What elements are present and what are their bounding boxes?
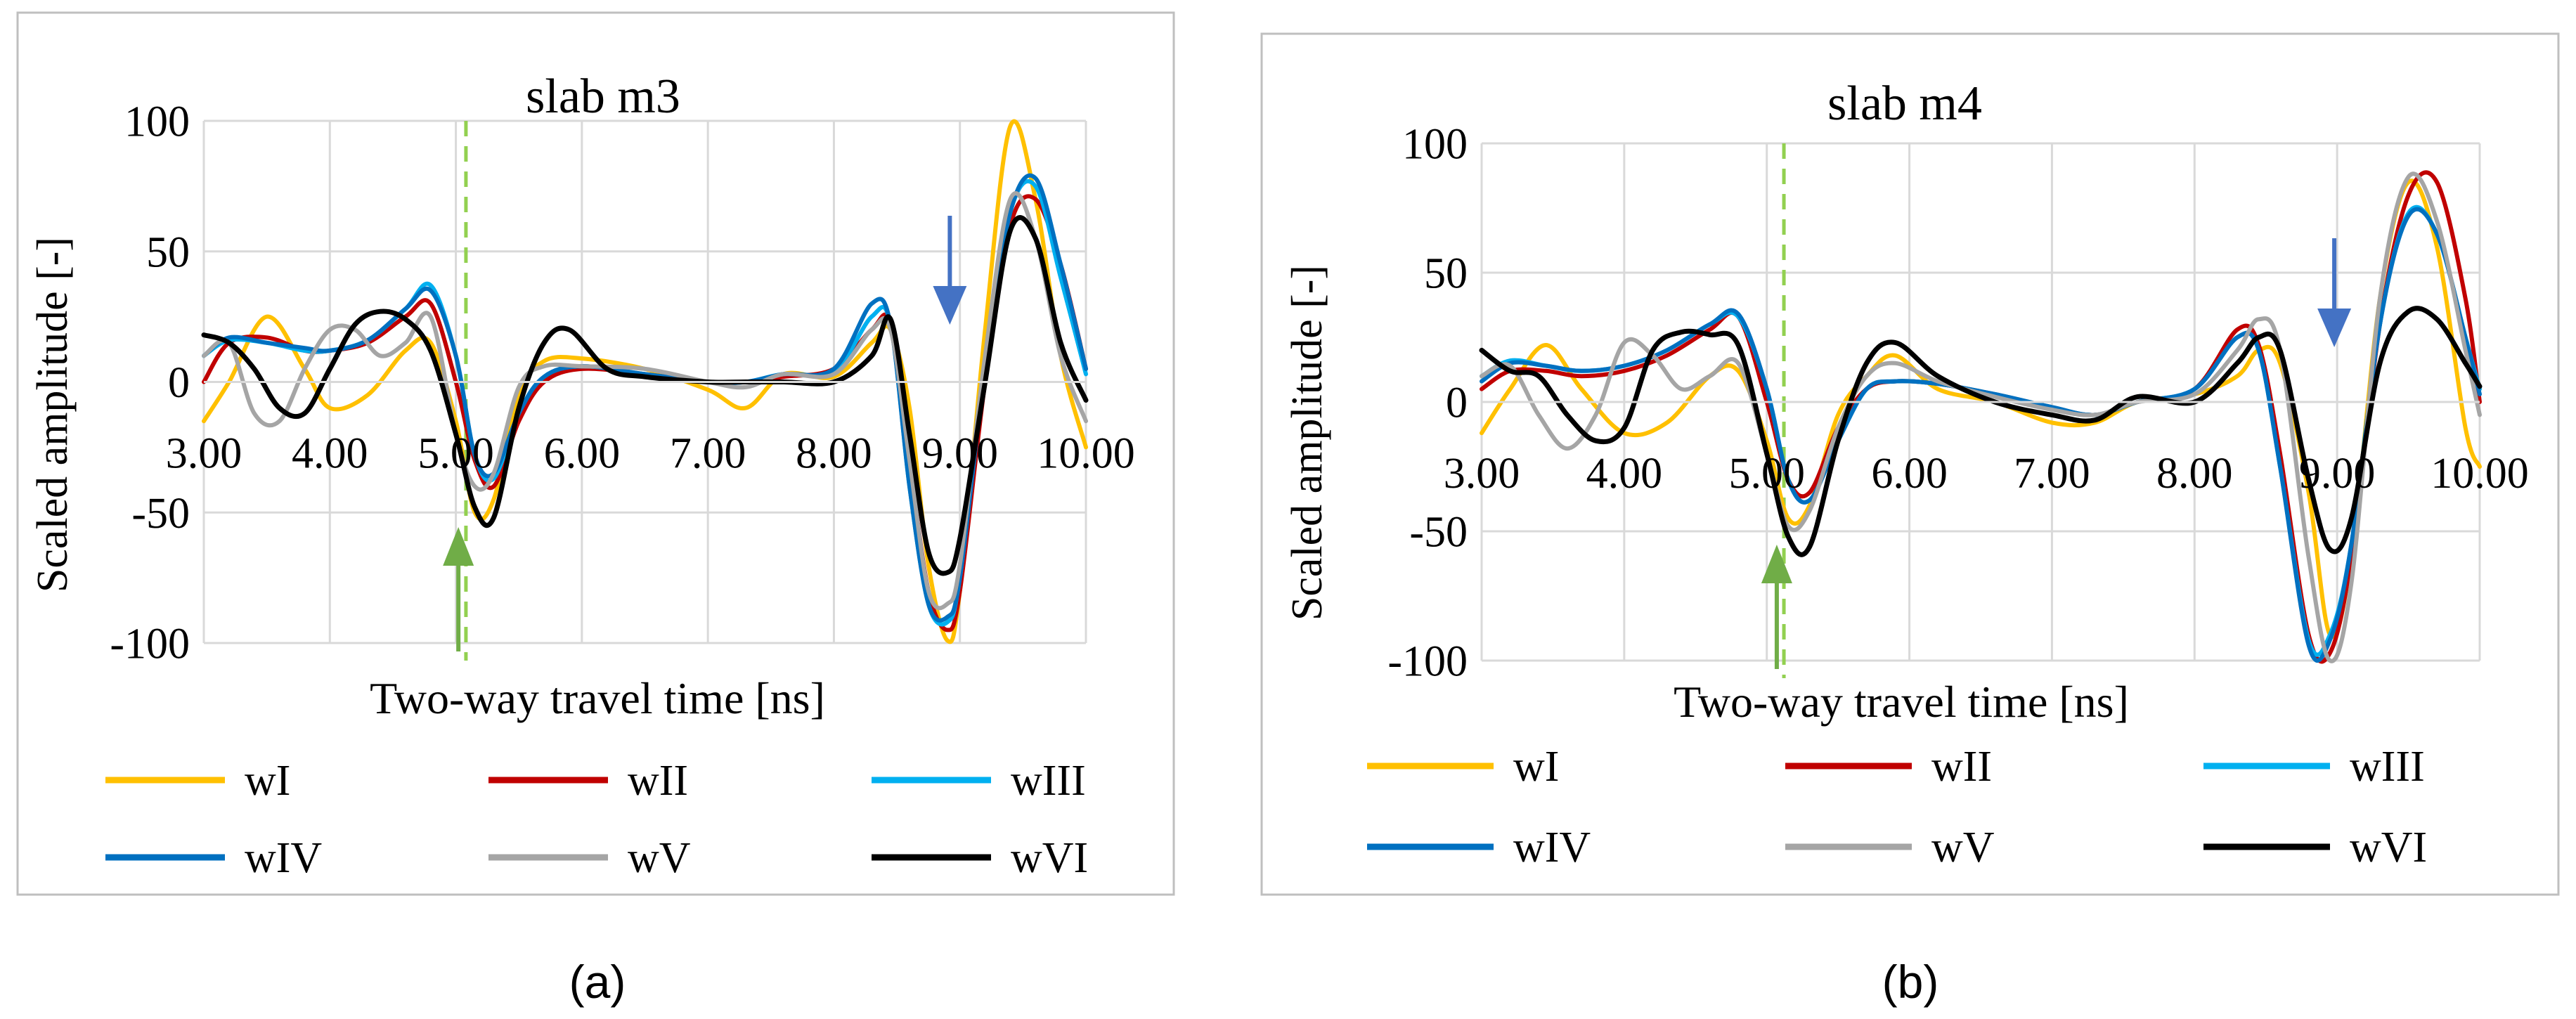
- x-tick-labels: 3.00 4.00 5.00 6.00 7.00 8.00 9.00 10.00: [1444, 450, 2529, 498]
- y-tick-label: 50: [1424, 250, 1468, 298]
- y-tick-label: 0: [168, 359, 190, 407]
- y-axis-label: Scaled amplitude [-]: [29, 237, 77, 592]
- legend-label: wV: [628, 834, 691, 882]
- chart-title: slab m3: [526, 70, 680, 124]
- y-axis-label: Scaled amplitude [-]: [1283, 265, 1331, 621]
- arrows: [443, 216, 967, 651]
- x-tick-label: 7.00: [670, 430, 746, 478]
- legend-label: wI: [245, 757, 290, 805]
- down-arrow-head: [933, 286, 967, 325]
- y-tick-label: 0: [1446, 379, 1468, 427]
- legend-label: wIII: [1011, 757, 1086, 805]
- x-axis-label: Two-way travel time [ns]: [1674, 677, 2129, 727]
- y-tick-label: -50: [131, 490, 190, 538]
- legend-label: wIII: [2350, 743, 2425, 791]
- x-tick-label: 8.00: [2156, 450, 2233, 498]
- up-arrow-head: [1761, 545, 1792, 583]
- x-tick-label: 4.00: [292, 430, 368, 478]
- x-tick-label: 9.00: [2299, 450, 2376, 498]
- arrows: [1761, 238, 2352, 669]
- legend-label: wI: [1513, 743, 1559, 791]
- legend: wI wII wIII wIV wV wVI: [105, 757, 1088, 882]
- panel-a: slab m3 -100 -50 0 50 100 3.00 4.00 5.00 6.00 7.…: [16, 11, 1175, 1008]
- y-tick-label: -100: [1387, 638, 1468, 686]
- chart-frame: [16, 11, 1175, 896]
- y-tick-label: -50: [1409, 509, 1468, 557]
- x-tick-label: 10.00: [2431, 450, 2529, 498]
- x-tick-label: 3.00: [1444, 450, 1520, 498]
- y-tick-label: 100: [124, 98, 190, 146]
- legend-label: wIV: [245, 834, 322, 882]
- x-tick-label: 6.00: [1871, 450, 1948, 498]
- up-arrow-head: [443, 527, 474, 566]
- x-tick-label: 3.00: [166, 430, 242, 478]
- panel-caption: (a): [569, 956, 626, 1008]
- x-tick-labels: 3.00 4.00 5.00 6.00 7.00 8.00 9.00 10.00: [166, 430, 1135, 478]
- x-tick-label: 5.00: [1728, 450, 1805, 498]
- x-tick-label: 7.00: [2014, 450, 2090, 498]
- down-arrow-head: [2317, 309, 2352, 347]
- chart-title: slab m4: [1827, 77, 1982, 131]
- legend-label: wVI: [2350, 824, 2427, 871]
- x-tick-label: 9.00: [921, 430, 998, 478]
- legend-label: wII: [1931, 743, 1992, 791]
- x-tick-label: 4.00: [1586, 450, 1663, 498]
- y-tick-labels: -100 -50 0 50 100: [1387, 121, 1468, 686]
- series-line-wI: [202, 119, 1088, 644]
- panel-b: slab m4 -100 -50 0 50 100 3.00 4.00 5.00 6.00 7.…: [1260, 32, 2560, 1008]
- legend-label: wV: [1931, 824, 1995, 871]
- legend: wI wII wIII wIV wV wVI: [1367, 743, 2427, 871]
- legend-label: wII: [628, 757, 688, 805]
- y-tick-label: 100: [1402, 121, 1468, 169]
- y-tick-label: 50: [146, 228, 190, 276]
- series-line-wVI: [1479, 306, 2483, 557]
- x-tick-label: 6.00: [544, 430, 621, 478]
- legend-label: wIV: [1513, 824, 1591, 871]
- x-tick-label: 8.00: [796, 430, 872, 478]
- y-tick-label: -100: [110, 621, 190, 668]
- x-axis-label: Two-way travel time [ns]: [370, 673, 825, 723]
- x-tick-label: 5.00: [418, 430, 494, 478]
- panel-caption: (b): [1882, 956, 1939, 1008]
- legend-label: wVI: [1011, 834, 1088, 882]
- y-tick-labels: -100 -50 0 50 100: [110, 98, 190, 668]
- series-line-wVI: [201, 215, 1089, 576]
- x-tick-label: 10.00: [1037, 430, 1135, 478]
